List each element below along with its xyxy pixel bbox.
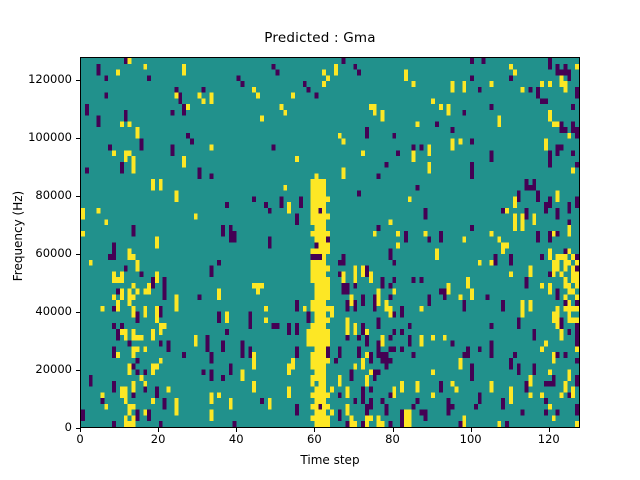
x-tick-mark xyxy=(80,428,81,432)
x-tick-mark xyxy=(236,428,238,432)
y-tick-label: 80000 xyxy=(35,188,72,203)
y-tick-mark xyxy=(76,370,80,372)
y-tick-label: 100000 xyxy=(28,130,72,145)
x-tick-label: 20 xyxy=(150,432,166,446)
x-tick-mark xyxy=(548,428,550,432)
x-tick-mark xyxy=(158,428,160,432)
x-axis-label: Time step xyxy=(300,453,360,467)
x-tick-label: 100 xyxy=(459,432,482,446)
y-tick-mark xyxy=(76,196,80,198)
x-tick-label: 0 xyxy=(76,432,84,446)
y-tick-mark xyxy=(76,428,80,429)
y-tick-mark xyxy=(76,254,80,256)
y-axis-label: Frequency (Hz) xyxy=(11,190,25,282)
x-tick-mark xyxy=(470,428,472,432)
x-tick-label: 120 xyxy=(537,432,560,446)
y-tick-label: 40000 xyxy=(35,304,72,319)
x-tick-mark xyxy=(314,428,316,432)
y-tick-mark xyxy=(76,138,80,140)
heatmap-axes xyxy=(80,57,580,428)
y-tick-label: 60000 xyxy=(35,246,72,261)
y-tick-mark xyxy=(76,312,80,314)
chart-title: Predicted : Gma xyxy=(264,30,376,46)
x-tick-label: 80 xyxy=(385,432,400,446)
x-tick-mark xyxy=(392,428,394,432)
y-tick-label: 20000 xyxy=(35,362,72,377)
y-tick-label: 0 xyxy=(64,420,72,434)
heatmap-image xyxy=(81,58,579,427)
x-tick-label: 40 xyxy=(228,432,244,446)
x-tick-label: 60 xyxy=(307,432,322,446)
y-tick-label: 120000 xyxy=(28,72,72,87)
y-tick-mark xyxy=(76,80,80,82)
